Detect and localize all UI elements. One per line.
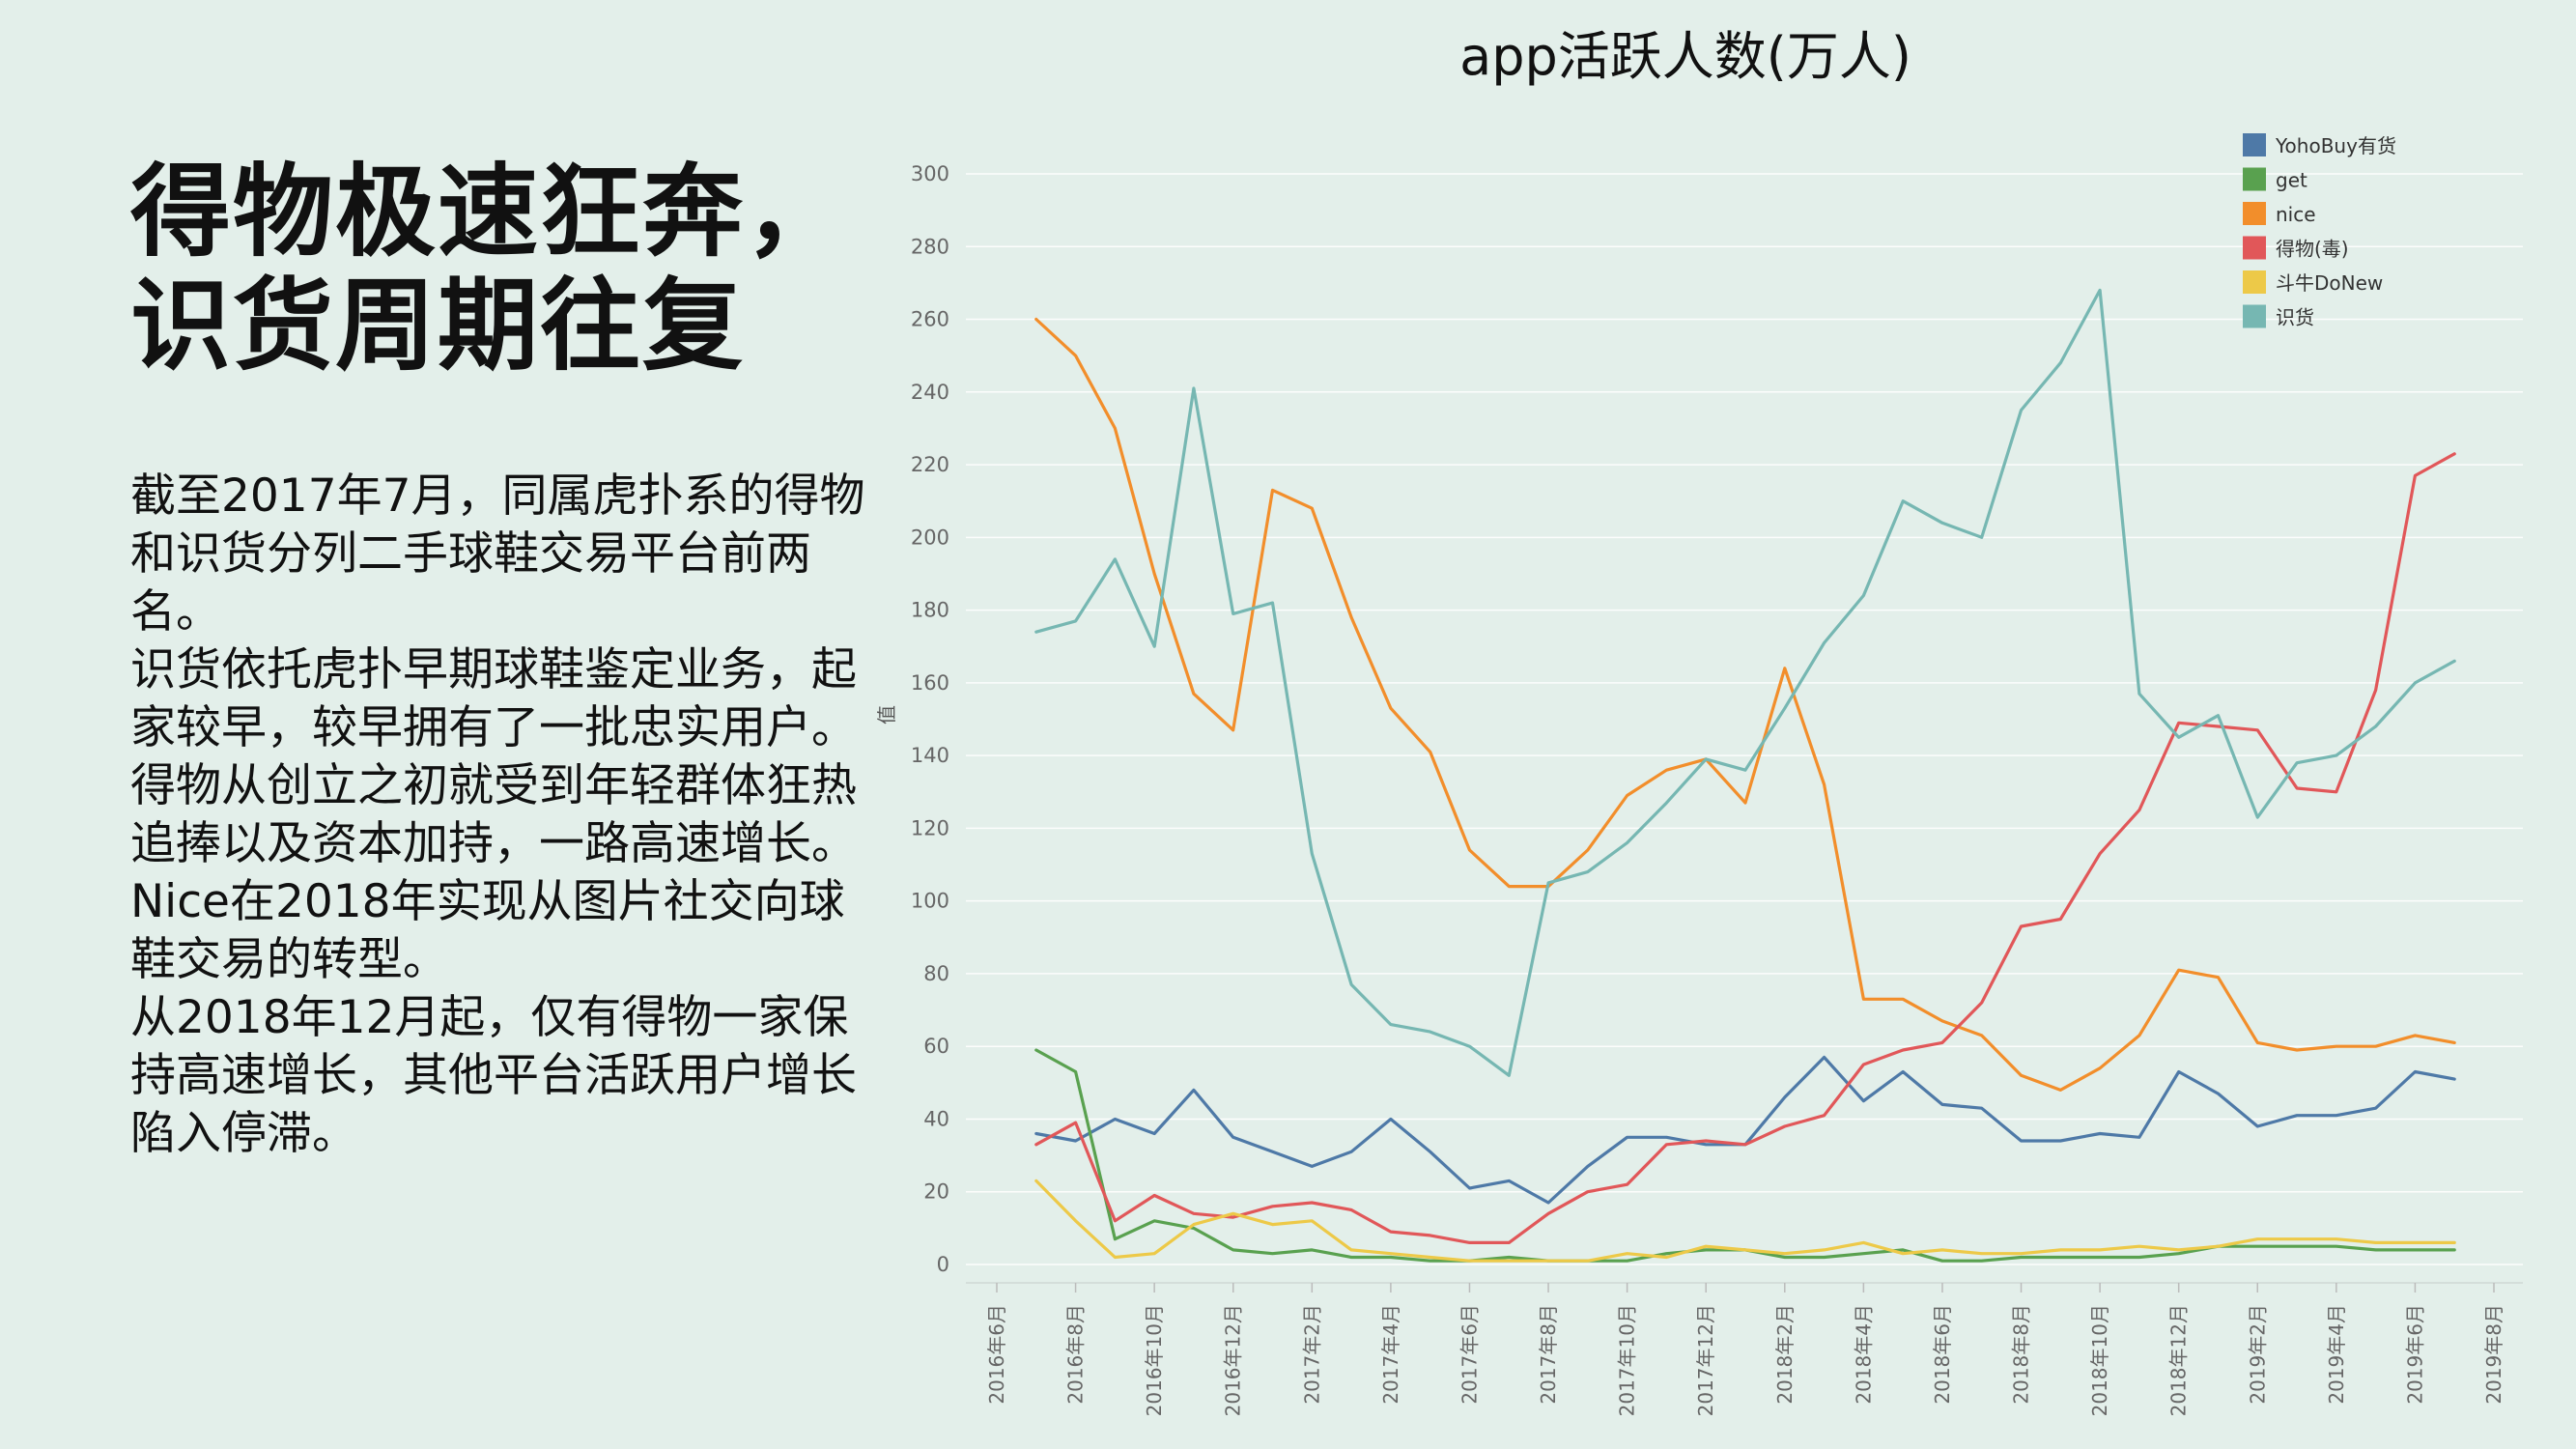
x-tick-label: 2016年6月 <box>985 1304 1008 1405</box>
y-tick-label: 20 <box>923 1180 949 1204</box>
series-line-0 <box>1034 1055 2456 1205</box>
legend-swatch <box>2243 133 2266 156</box>
legend: YohoBuy有货 get nice 得物(毒) 斗牛DoNew 识货 <box>2243 133 2396 329</box>
x-tick-label: 2017年6月 <box>1458 1304 1481 1405</box>
y-tick-label: 220 <box>911 453 949 476</box>
x-tick-label: 2017年10月 <box>1616 1304 1639 1416</box>
legend-swatch <box>2243 202 2266 225</box>
y-tick-label: 280 <box>911 235 949 258</box>
y-tick-label: 80 <box>923 962 949 985</box>
series-line-4 <box>1034 1179 2456 1263</box>
y-tick-label: 160 <box>911 671 949 695</box>
legend-label: 斗牛DoNew <box>2276 271 2383 295</box>
x-tick-label: 2017年12月 <box>1694 1304 1717 1416</box>
x-tick-label: 2019年4月 <box>2325 1304 2348 1405</box>
x-tick-label: 2016年10月 <box>1143 1304 1166 1416</box>
body-paragraph-3: 从2018年12月起，仅有得物一家保持高速增长，其他平台活跃用户增长陷入停滞。 <box>130 991 857 1160</box>
body-paragraph-2: 识货依托虎扑早期球鞋鉴定业务，起家较早，较早拥有了一批忠实用户。得物从创立之初就… <box>130 643 857 986</box>
x-tick-label: 2018年12月 <box>2167 1304 2191 1416</box>
y-tick-label: 260 <box>911 308 949 331</box>
grid-layer <box>966 173 2523 1265</box>
series-line-3 <box>1034 452 2456 1245</box>
x-tick-label: 2016年8月 <box>1064 1304 1088 1405</box>
y-tick-label: 140 <box>911 744 949 767</box>
x-tick-label: 2017年4月 <box>1379 1304 1402 1405</box>
x-tick-label: 2018年4月 <box>1852 1304 1875 1405</box>
x-tick-label: 2018年8月 <box>2010 1304 2033 1405</box>
x-tick-label: 2018年6月 <box>1931 1304 1954 1405</box>
axis-layer: 0 20 40 60 80 100 120 140 160 180 200 220 240 260 280 3… <box>875 162 2523 1416</box>
series-layer <box>1034 288 2456 1263</box>
body-paragraph-1: 截至2017年7月，同属虎扑系的得物和识货分列二手球鞋交易平台前两名。 <box>130 469 865 639</box>
slide-title-line-2: 识货周期往复 <box>130 267 746 384</box>
legend-swatch <box>2243 304 2266 328</box>
y-tick-label: 0 <box>937 1253 949 1276</box>
x-tick-label: 2018年10月 <box>2088 1304 2111 1416</box>
x-tick-label: 2016年12月 <box>1222 1304 1245 1416</box>
y-tick-label: 200 <box>911 526 949 549</box>
chart-title: app活跃人数(万人) <box>1459 26 1911 87</box>
x-tick-label: 2017年8月 <box>1537 1304 1560 1405</box>
y-tick-label: 240 <box>911 381 949 404</box>
x-tick-label: 2019年2月 <box>2246 1304 2269 1405</box>
legend-swatch <box>2243 236 2266 260</box>
y-axis-label: 值 <box>875 705 898 724</box>
slide-title-line-1: 得物极速狂奔， <box>130 153 848 270</box>
y-tick-label: 40 <box>923 1107 949 1130</box>
x-tick-label: 2017年2月 <box>1300 1304 1323 1405</box>
series-line-2 <box>1034 317 2456 1093</box>
y-tick-label: 100 <box>911 890 949 913</box>
slide-body: 截至2017年7月，同属虎扑系的得物和识货分列二手球鞋交易平台前两名。 识货依托… <box>130 468 884 1163</box>
legend-swatch <box>2243 270 2266 294</box>
y-tick-label: 120 <box>911 816 949 839</box>
legend-label: get <box>2276 169 2307 192</box>
y-tick-label: 60 <box>923 1035 949 1058</box>
legend-label: 得物(毒) <box>2276 238 2349 261</box>
legend-swatch <box>2243 167 2266 191</box>
legend-label: YohoBuy有货 <box>2275 134 2396 157</box>
x-tick-label: 2019年6月 <box>2403 1304 2426 1405</box>
legend-label: nice <box>2276 203 2316 226</box>
x-tick-label: 2018年2月 <box>1773 1304 1797 1405</box>
series-line-5 <box>1034 288 2456 1077</box>
legend-label: 识货 <box>2276 306 2314 329</box>
slide-title: 得物极速狂奔， 识货周期往复 <box>130 155 884 383</box>
series-line-1 <box>1034 1048 2456 1263</box>
y-tick-label: 180 <box>911 599 949 622</box>
y-tick-label: 300 <box>911 162 949 185</box>
x-tick-label: 2019年8月 <box>2482 1304 2505 1405</box>
